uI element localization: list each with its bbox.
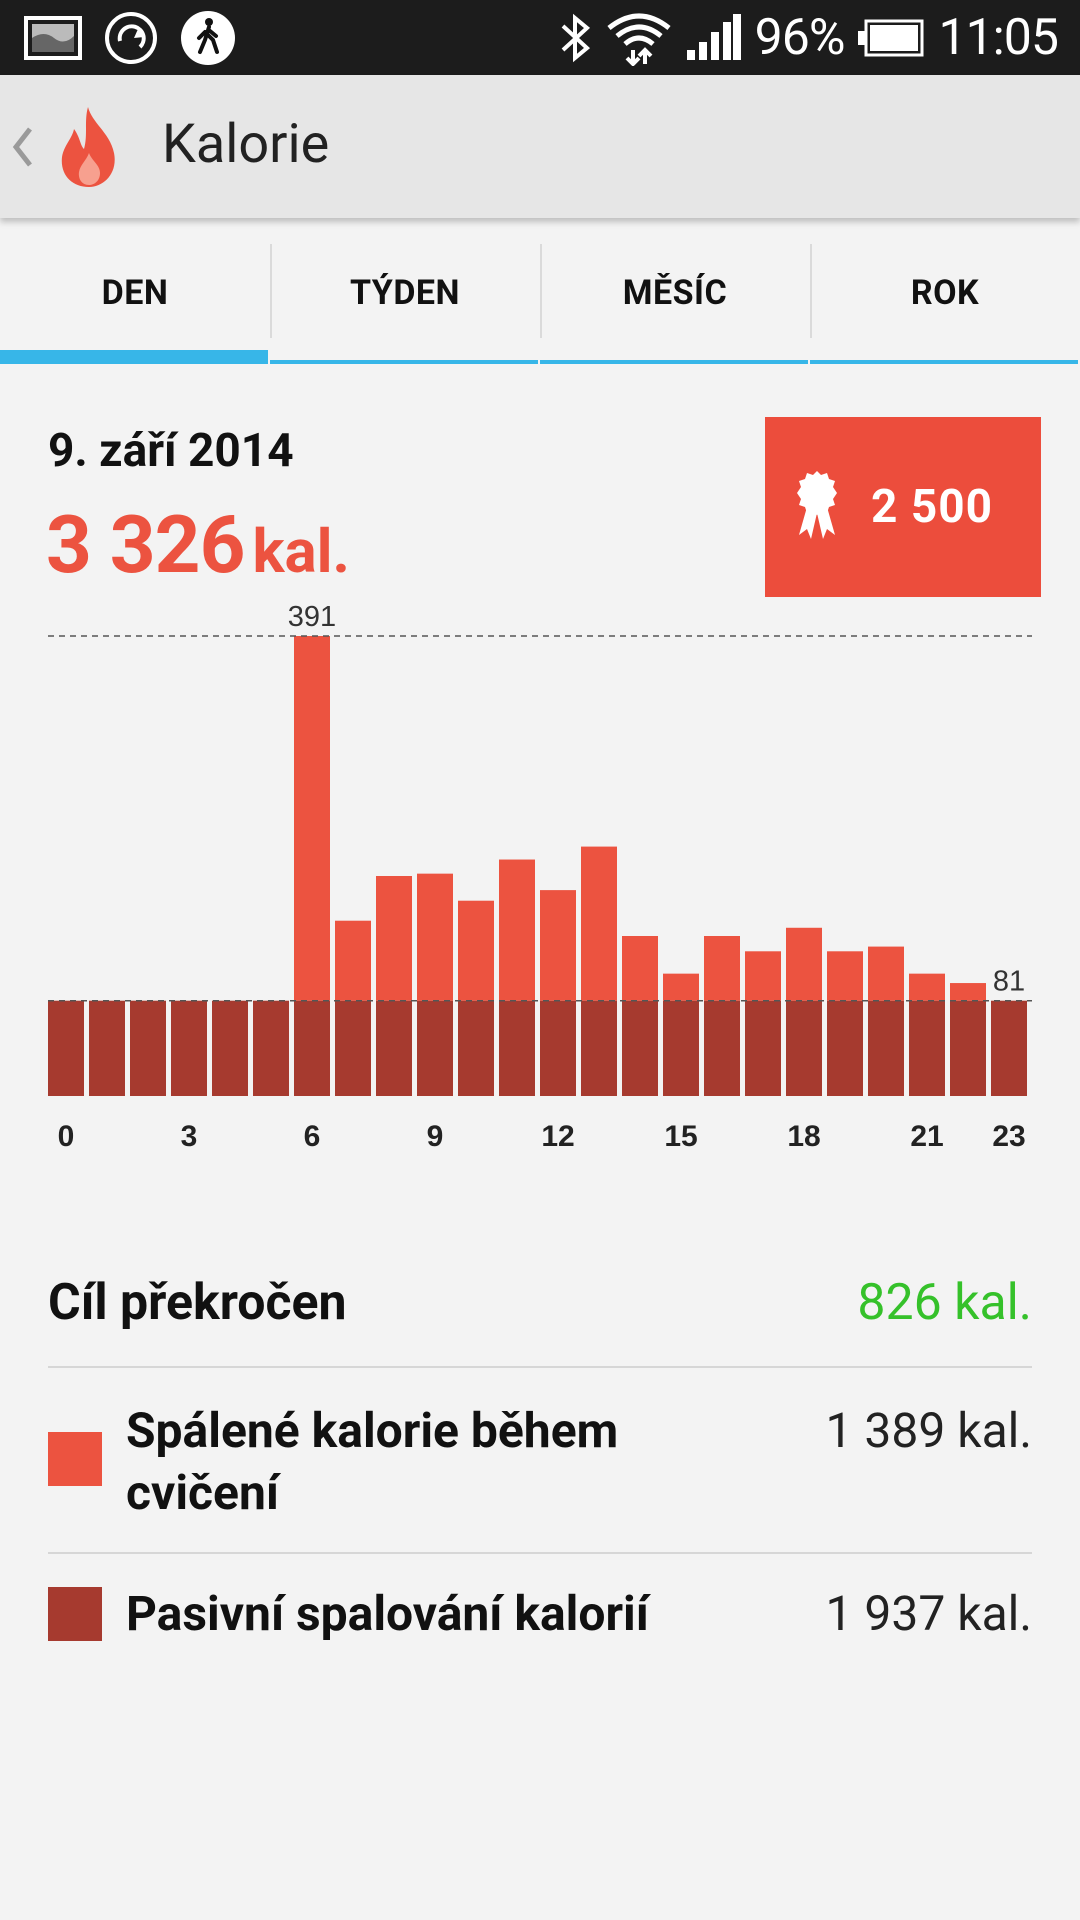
x-tick-label: 6: [304, 1120, 321, 1150]
passive-bar: [417, 1000, 453, 1096]
exercise-bar: [335, 920, 371, 1001]
passive-bar: [48, 1000, 84, 1096]
tab-den[interactable]: DEN: [0, 240, 270, 364]
total-calories-value: 3 326: [46, 498, 245, 592]
passive-bar: [335, 1000, 371, 1096]
total-calories-unit: kal.: [252, 516, 350, 587]
passive-bar: [130, 1000, 166, 1096]
exercise-bar: [663, 973, 699, 1001]
x-tick-label: 12: [541, 1120, 574, 1150]
x-tick-label: 9: [427, 1120, 444, 1150]
status-notifications: [24, 10, 236, 66]
goal-exceeded-value: 826 kal.: [857, 1274, 1032, 1332]
passive-bar: [950, 1000, 986, 1096]
x-tick-label: 0: [58, 1120, 75, 1150]
sync-notification-icon: [104, 11, 158, 65]
exercise-bar: [540, 890, 576, 1001]
goal-exceeded-label: Cíl překročen: [48, 1274, 347, 1332]
passive-label: Pasivní spalování kalorií: [126, 1585, 649, 1642]
passive-bar: [212, 1000, 248, 1096]
passive-bar: [89, 1000, 125, 1096]
passive-bar: [253, 1000, 289, 1096]
exercise-bar: [704, 936, 740, 1001]
passive-bar: [868, 1000, 904, 1096]
picture-notification-icon: [24, 16, 82, 60]
passive-bar: [786, 1000, 822, 1096]
exercise-bar: [745, 951, 781, 1001]
period-tabs: DEN TÝDEN MĚSÍC ROK: [0, 240, 1080, 364]
goal-badge[interactable]: 2 500: [765, 417, 1041, 597]
passive-value: 1 937 kal.: [825, 1585, 1032, 1642]
goal-value: 2 500: [871, 480, 993, 534]
exercise-bar: [581, 846, 617, 1001]
back-chevron-icon[interactable]: [8, 123, 36, 175]
exercise-bar: [499, 859, 535, 1001]
exercise-bar: [376, 876, 412, 1001]
ribbon-award-icon: [793, 469, 841, 545]
data-label: 81: [993, 966, 1025, 998]
exercise-bar: [868, 946, 904, 1001]
wifi-icon: [607, 10, 671, 66]
x-tick-label: 21: [910, 1120, 943, 1150]
passive-bar: [663, 1000, 699, 1096]
passive-bar: [745, 1000, 781, 1096]
exercise-bar: [417, 873, 453, 1001]
exercise-bar: [827, 951, 863, 1001]
exercise-bar: [909, 973, 945, 1001]
status-system: 96% 11:05: [559, 0, 1059, 75]
goal-exceeded-row: Cíl překročen 826 kal.: [48, 1270, 1032, 1350]
passive-bar: [622, 1000, 658, 1096]
clock: 11:05: [938, 8, 1059, 67]
passive-bar: [376, 1000, 412, 1096]
tab-rok[interactable]: ROK: [810, 240, 1080, 364]
passive-bar: [991, 1000, 1027, 1096]
bluetooth-icon: [559, 12, 593, 64]
tab-tyden[interactable]: TÝDEN: [270, 240, 540, 364]
status-bar: 96% 11:05: [0, 0, 1080, 75]
legend-exercise-row: Spálené kalorie během cvičení 1 389 kal.: [48, 1400, 1032, 1540]
exercise-bar: [786, 927, 822, 1001]
passive-swatch: [48, 1587, 102, 1641]
passive-bar: [581, 1000, 617, 1096]
exercise-bar: [622, 936, 658, 1001]
flame-icon[interactable]: [58, 105, 120, 193]
tab-mesic[interactable]: MĚSÍC: [540, 240, 810, 364]
page-title: Kalorie: [162, 113, 330, 176]
x-tick-label: 15: [664, 1120, 697, 1150]
passive-bar: [540, 1000, 576, 1096]
passive-bar: [909, 1000, 945, 1096]
calorie-chart: 391 81 0 3 6 9 12 15 18 21 23: [0, 590, 1080, 1150]
walking-notification-icon: [180, 10, 236, 66]
exercise-bar: [458, 900, 494, 1001]
calorie-chart-svg: 391 81 0 3 6 9 12 15 18 21 23: [48, 601, 1032, 1150]
exercise-value: 1 389 kal.: [825, 1402, 1032, 1459]
exercise-label: Spálené kalorie během cvičení: [126, 1402, 619, 1521]
legend-passive-row: Pasivní spalování kalorií 1 937 kal.: [48, 1585, 1032, 1667]
exercise-swatch: [48, 1432, 102, 1486]
signal-icon: [685, 13, 741, 62]
date-label: 9. září 2014: [48, 424, 294, 478]
passive-bar: [171, 1000, 207, 1096]
passive-bar: [827, 1000, 863, 1096]
data-label: 391: [288, 601, 336, 633]
app-bar: Kalorie: [0, 75, 1080, 218]
total-calories: 3 326 kal.: [46, 498, 350, 592]
exercise-bar: [950, 983, 986, 1001]
x-tick-label: 3: [181, 1120, 198, 1150]
divider: [48, 1366, 1032, 1368]
divider: [48, 1552, 1032, 1554]
passive-bar: [294, 1000, 330, 1096]
passive-bar: [704, 1000, 740, 1096]
passive-bar: [499, 1000, 535, 1096]
x-tick-label: 23: [992, 1120, 1025, 1150]
battery-icon: [858, 19, 924, 57]
x-tick-label: 18: [787, 1120, 820, 1150]
battery-percent: 96%: [754, 8, 846, 67]
exercise-bar: [294, 636, 330, 1001]
passive-bar: [458, 1000, 494, 1096]
